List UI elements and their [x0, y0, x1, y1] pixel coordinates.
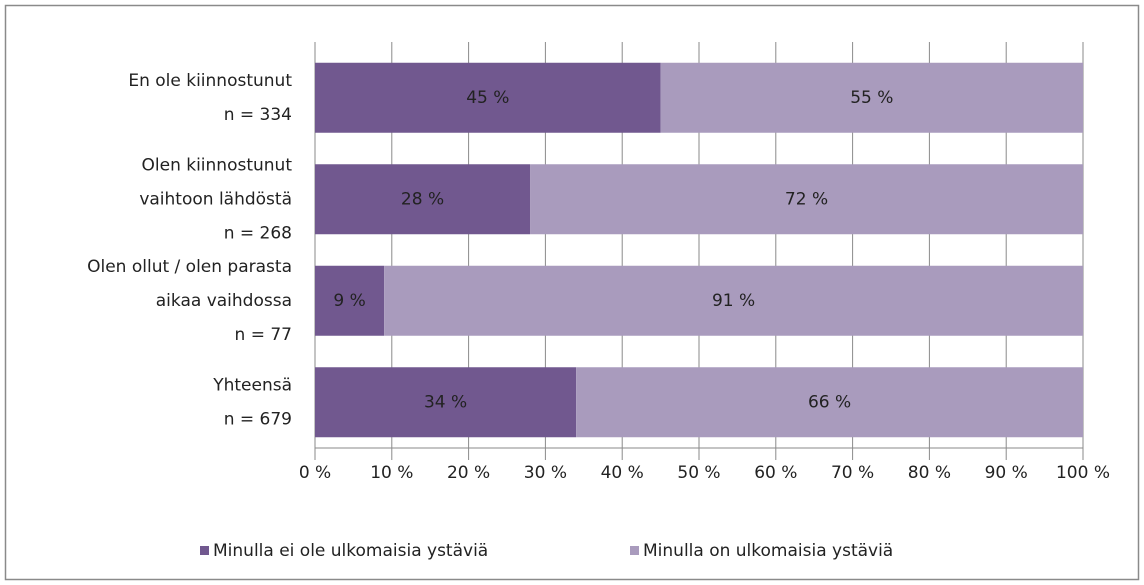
bar-segment [315, 164, 531, 235]
legend-label: Minulla ei ole ulkomaisia ystäviä [213, 541, 488, 561]
y-tick-label: aikaa vaihdossa [156, 291, 292, 311]
x-tick-label: 10 % [370, 463, 413, 483]
bar-segment [315, 62, 661, 133]
x-tick-label: 20 % [447, 463, 490, 483]
x-tick-label: 0 % [299, 463, 331, 483]
y-tick-label: Yhteensä [212, 375, 292, 395]
data-label: 34 % [424, 392, 467, 412]
y-tick-label: n = 268 [224, 223, 292, 243]
x-tick-label: 100 % [1056, 463, 1110, 483]
x-tick-label: 70 % [831, 463, 874, 483]
y-tick-label: n = 334 [224, 105, 292, 125]
y-tick-label: vaihtoon lähdöstä [139, 189, 292, 209]
bar-segment [576, 367, 1083, 438]
bar-segment [660, 62, 1083, 133]
data-label: 9 % [333, 291, 365, 311]
x-tick-label: 50 % [677, 463, 720, 483]
y-tick-label: n = 679 [224, 409, 292, 429]
data-label: 55 % [850, 88, 893, 108]
y-tick-label: En ole kiinnostunut [128, 71, 292, 91]
y-tick-label: n = 77 [235, 325, 292, 345]
legend-swatch [630, 546, 639, 555]
x-tick-label: 30 % [524, 463, 567, 483]
bar-segment [530, 164, 1083, 235]
data-label: 72 % [785, 189, 828, 209]
data-label: 45 % [466, 88, 509, 108]
bar-segment [384, 265, 1083, 336]
legend-swatch [200, 546, 209, 555]
x-tick-label: 40 % [601, 463, 644, 483]
y-tick-label: Olen kiinnostunut [142, 155, 293, 175]
y-tick-label: Olen ollut / olen parasta [87, 257, 292, 277]
x-tick-label: 80 % [908, 463, 951, 483]
x-tick-label: 90 % [985, 463, 1028, 483]
x-tick-label: 60 % [754, 463, 797, 483]
legend-label: Minulla on ulkomaisia ystäviä [643, 541, 893, 561]
data-label: 91 % [712, 291, 755, 311]
bar-segment [315, 367, 577, 438]
data-label: 66 % [808, 392, 851, 412]
bar-segment [315, 265, 385, 336]
data-label: 28 % [401, 189, 444, 209]
